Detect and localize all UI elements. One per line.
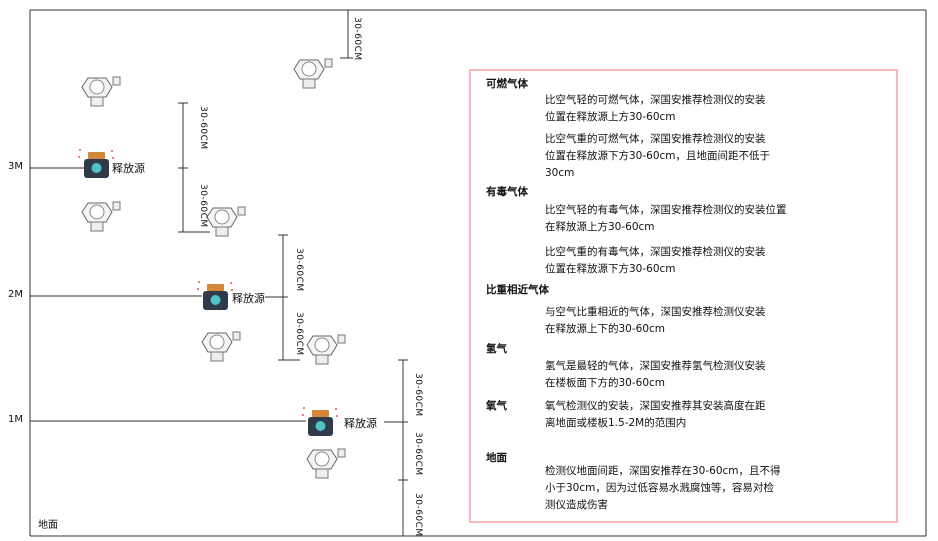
source-face [210,295,221,305]
gas-source-icon [302,407,338,436]
source-face [91,163,102,173]
detector-junction [112,201,121,211]
dimension-label: 30-60CM [294,248,304,292]
source-label-3m: 释放源 [112,162,145,175]
section-text-line: 在释放源上下的30-60cm [545,323,666,335]
detector-junction [237,206,246,216]
detector-sensor [209,334,225,350]
detector-junction [337,334,346,344]
spark [79,149,81,151]
section-heading: 比重相近气体 [486,284,549,296]
detector-stem [90,221,104,232]
spark [231,289,233,291]
section-text-line: 在释放源上方30-60cm [545,221,655,233]
ground-label: 地面 [38,520,58,531]
detector-stem [315,354,329,365]
detector-stem [90,96,104,107]
spark [78,156,80,158]
spark [197,288,199,290]
section-text-line: 检测仪地面间距，深国安推荐在30-60cm，且不得 [545,465,781,477]
section-heading: 有毒气体 [486,186,528,198]
detector-junction [337,448,346,458]
section-text-line: 比空气轻的可燃气体，深国安推荐检测仪的安装 [545,94,766,106]
source-label-2m: 释放源 [232,292,265,305]
section-text-line: 与空气比重相近的气体，深国安推荐检测仪安装 [545,306,766,318]
section-text-line: 位置在释放源下方30-60cm [545,263,676,275]
height-label-1m: 1M [8,414,23,425]
source-face [315,421,326,431]
source-cap [312,410,329,417]
detector-junction [232,331,241,341]
section-text-line: 氢气是最轻的气体，深国安推荐氢气检测仪安装 [545,360,766,372]
section-text-line: 在楼板面下方的30-60cm [545,377,666,389]
spark [111,150,113,152]
detector-stem [302,78,316,89]
section-text-line: 比空气重的可燃气体，深国安推荐检测仪的安装 [545,133,766,145]
section-heading: 氢气 [486,343,507,355]
detector-stem [315,468,329,479]
dimension-label: 30-60CM [294,312,304,356]
gas-detector-icon [81,76,121,107]
spark [335,408,337,410]
detector-junction [112,76,121,86]
detector-sensor [314,451,330,467]
dimension-label: 30-60CM [413,493,423,537]
spark [198,281,200,283]
detector-sensor [89,204,105,220]
section-heading: 氧气 [486,400,507,412]
dimension-label: 30-60CM [198,184,208,228]
gas-detector-icon [306,334,346,365]
detector-stem [215,226,229,237]
section-text-line: 小于30cm，因为过低容易水溅腐蚀等，容易对检 [545,482,774,494]
detector-sensor [214,209,230,225]
source-cap [88,152,105,159]
dimension-label: 30-60CM [198,106,208,150]
detector-sensor [314,337,330,353]
source-cap [207,284,224,291]
section-text-line: 位置在释放源下方30-60cm，且地面间距不低于 [545,150,771,162]
gas-detector-icon [201,331,241,362]
gas-detector-icon [81,201,121,232]
section-heading: 可燃气体 [486,78,528,90]
dimension-label: 30-60CM [413,432,423,476]
detector-sensor [301,61,317,77]
section-text-line: 30cm [545,167,575,179]
gas-detector-icon [306,448,346,479]
section-text-line: 离地面或楼板1.5-2M的范围内 [545,417,687,429]
spark [336,415,338,417]
gas-detector-icon [206,206,246,237]
panel-border [469,69,898,523]
section-text-line: 氧气检测仪的安装，深国安推荐其安装高度在距 [545,400,766,412]
section-heading: 地面 [486,452,507,464]
gas-source-icon [197,281,233,310]
detector-sensor [89,79,105,95]
spark [302,414,304,416]
source-label-1m: 释放源 [344,417,377,430]
section-text-line: 测仪造成伤害 [545,499,608,511]
gas-source-icon [78,149,114,178]
height-label-3m: 3M [8,161,23,172]
gas-detector-icon [293,58,333,89]
dimension-label: 30-60CM [413,373,423,417]
detector-junction [324,58,333,68]
height-label-2m: 2M [8,289,23,300]
section-text-line: 比空气轻的有毒气体，深国安推荐检测仪的安装位置 [545,204,787,216]
spark [230,282,232,284]
section-text-line: 比空气重的有毒气体，深国安推荐检测仪的安装 [545,246,766,258]
section-text-line: 位置在释放源上方30-60cm [545,111,676,123]
spark [112,157,114,159]
detector-stem [210,351,224,362]
dimension-label: 30-60CM [352,17,362,61]
spark [303,407,305,409]
